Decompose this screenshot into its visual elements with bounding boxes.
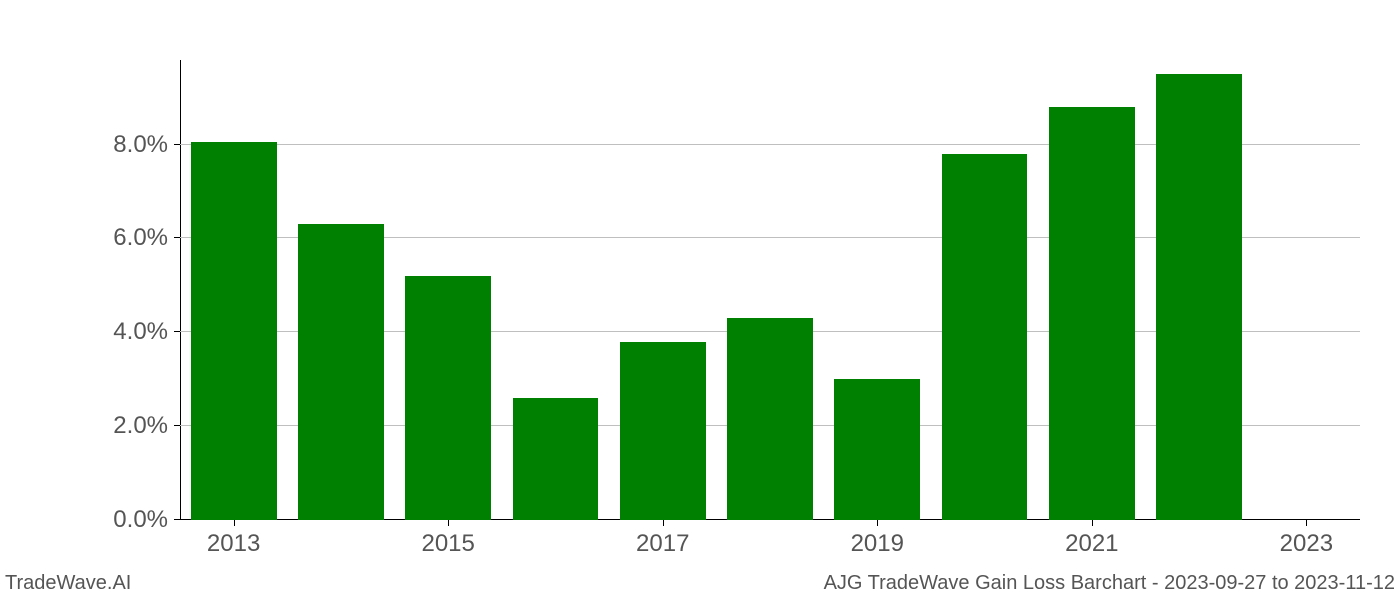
bar	[1049, 107, 1135, 520]
xtick-label: 2013	[207, 530, 260, 558]
ytick-label: 6.0%	[113, 224, 168, 252]
ytick-mark	[174, 144, 180, 145]
bar	[1156, 74, 1242, 520]
ytick-label: 4.0%	[113, 318, 168, 346]
gain-loss-barchart: 0.0%2.0%4.0%6.0%8.0%20132015201720192021…	[180, 60, 1360, 520]
xtick-label: 2017	[636, 530, 689, 558]
xtick-mark	[663, 520, 664, 526]
xtick-mark	[234, 520, 235, 526]
xtick-mark	[1092, 520, 1093, 526]
plot-area: 0.0%2.0%4.0%6.0%8.0%20132015201720192021…	[180, 60, 1360, 520]
ytick-label: 8.0%	[113, 131, 168, 159]
bar	[727, 318, 813, 520]
ytick-label: 2.0%	[113, 412, 168, 440]
bar	[298, 224, 384, 520]
bar	[942, 154, 1028, 520]
xtick-label: 2015	[421, 530, 474, 558]
xtick-mark	[1306, 520, 1307, 526]
bar	[620, 342, 706, 520]
xtick-mark	[448, 520, 449, 526]
bar	[191, 142, 277, 520]
ytick-mark	[174, 331, 180, 332]
bar	[513, 398, 599, 520]
xtick-mark	[877, 520, 878, 526]
bar	[405, 276, 491, 520]
y-axis	[180, 60, 181, 520]
xtick-label: 2019	[851, 530, 904, 558]
ytick-mark	[174, 519, 180, 520]
xtick-label: 2023	[1280, 530, 1333, 558]
ytick-mark	[174, 425, 180, 426]
bar	[834, 379, 920, 520]
ytick-mark	[174, 237, 180, 238]
footer-brand: TradeWave.AI	[5, 572, 131, 595]
footer-caption: AJG TradeWave Gain Loss Barchart - 2023-…	[824, 572, 1395, 595]
xtick-label: 2021	[1065, 530, 1118, 558]
ytick-label: 0.0%	[113, 506, 168, 534]
